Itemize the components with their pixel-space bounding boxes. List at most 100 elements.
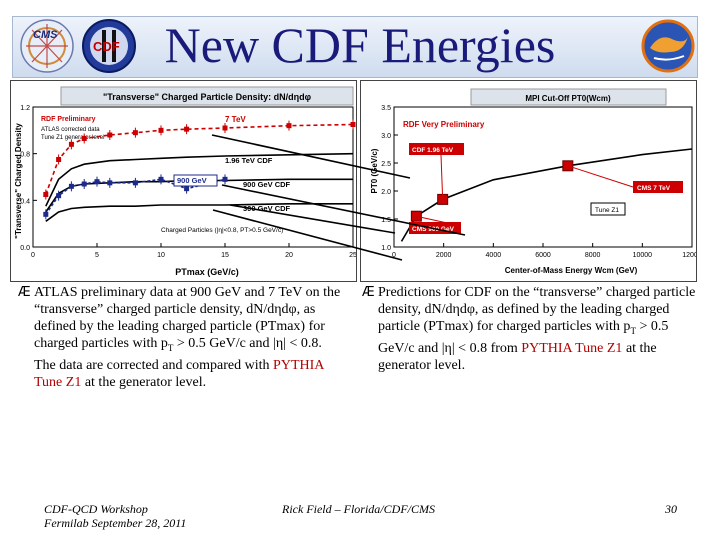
right-ytick-label: 2.0 xyxy=(381,189,391,196)
bullet-left: Æ ATLAS preliminary data at 900 GeV and … xyxy=(18,284,343,391)
bullet-left-marker: Æ xyxy=(18,285,31,300)
left-xtick-label: 0 xyxy=(31,252,35,259)
left-xtick-label: 10 xyxy=(157,252,165,259)
right-xtick-label: 12000 xyxy=(682,252,696,259)
left-ytick-label: 0.0 xyxy=(20,245,30,252)
right-ytick-label: 1.5 xyxy=(381,217,391,224)
label-cms-900: CMS 900 GeV xyxy=(412,226,455,233)
left-point-0-7 xyxy=(184,126,190,132)
arrow-196-to-cdf xyxy=(211,134,411,179)
series-label-900gev: 900 GeV xyxy=(177,176,207,185)
right-chart: MPI Cut-Off PT0(Wcm) PT0 (GeV/c) Center-… xyxy=(370,88,702,275)
left-ytick-label: 1.2 xyxy=(20,105,30,112)
right-ytick-label: 2.5 xyxy=(381,161,391,168)
bullet-right-sub: T xyxy=(630,325,636,336)
right-chart-title-box xyxy=(470,88,667,106)
label-tune-z1: Tune Z1 xyxy=(595,207,619,214)
left-series-line-1 xyxy=(45,152,354,207)
series-label-900gev-box xyxy=(173,174,218,187)
left-ytick-label: 0.8 xyxy=(20,152,30,159)
left-series-line-3 xyxy=(45,203,353,222)
right-xtick-label: 4000 xyxy=(486,252,502,259)
footer-date: Fermilab September 28, 2011 xyxy=(44,516,187,530)
svg-text:CMS: CMS xyxy=(33,29,58,41)
series-label-7tev: 7 TeV xyxy=(225,115,246,124)
left-xtick-label: 20 xyxy=(285,252,293,259)
footer-page-number: 30 xyxy=(665,502,677,516)
left-point-4-0 xyxy=(43,211,49,217)
right-leader-cms7 xyxy=(567,165,634,188)
left-note-atlas: ATLAS corrected data xyxy=(41,127,100,133)
bullet-left-text3: at the generator level. xyxy=(81,374,207,390)
right-xtick-label: 0 xyxy=(392,252,396,259)
arrow-300-to-point xyxy=(229,204,396,234)
cdf-logo: CDF xyxy=(82,19,136,73)
bullet-left-text2: > 0.5 GeV/c and |η| < 0.8. The data are … xyxy=(34,336,322,373)
footer-workshop: CDF-QCD Workshop xyxy=(44,502,148,516)
svg-text:CDF: CDF xyxy=(93,39,120,54)
left-xtick-label: 15 xyxy=(221,252,229,259)
right-chart-title: MPI Cut-Off PT0(Wcm) xyxy=(525,94,611,103)
left-chart: "Transverse" Charged Particle Density: d… xyxy=(14,86,357,277)
left-point-4-4 xyxy=(94,179,100,185)
left-cut-label: Charged Particles (|η|<0.8, PT>0.5 GeV/c… xyxy=(161,227,283,234)
right-chart-panel: MPI Cut-Off PT0(Wcm) PT0 (GeV/c) Center-… xyxy=(360,80,702,282)
right-xtick-label: 6000 xyxy=(535,252,551,259)
label-cdf-196-box xyxy=(409,143,464,155)
label-cdf-196: CDF 1.96 TeV xyxy=(412,147,454,154)
right-ytick-label: 1.0 xyxy=(381,245,391,252)
left-point-0-9 xyxy=(286,123,292,129)
right-xtick-label: 2000 xyxy=(436,252,452,259)
left-xlabel: PTmax (GeV/c) xyxy=(175,267,239,277)
left-note-preliminary: RDF Preliminary xyxy=(41,116,96,123)
left-point-0-2 xyxy=(68,141,74,147)
label-cms-7tev-box xyxy=(633,181,683,193)
left-ytick-label: 0.4 xyxy=(20,198,30,205)
label-tune-z1-box xyxy=(590,202,626,216)
left-point-0-3 xyxy=(81,136,87,141)
left-point-0-10 xyxy=(350,122,356,127)
left-point-4-7 xyxy=(158,176,164,182)
bullet-right-text2: > 0.5 GeV/c and |η| < 0.8 from xyxy=(378,319,669,356)
left-note-tune: Tune Z1 generator level xyxy=(41,135,104,141)
left-point-0-4 xyxy=(107,132,113,138)
left-point-4-3 xyxy=(81,181,87,187)
right-xlabel: Center-of-Mass Energy Wcm (GeV) xyxy=(505,266,638,275)
arrow-900-to-point xyxy=(221,184,466,236)
right-ytick-label: 3.5 xyxy=(381,105,391,112)
bullet-right: Æ Predictions for CDF on the “transverse… xyxy=(362,284,698,374)
left-point-4-5 xyxy=(107,180,113,186)
left-point-0-0 xyxy=(43,192,49,197)
right-note: RDF Very Preliminary xyxy=(403,120,485,129)
left-point-0-5 xyxy=(132,130,138,136)
right-ytick-label: 3.0 xyxy=(381,133,391,140)
right-xtick-label: 8000 xyxy=(585,252,601,259)
series-label-196-cdf: 1.96 TeV CDF xyxy=(225,156,273,165)
right-leader-cdf xyxy=(440,154,444,200)
left-point-0-8 xyxy=(222,125,228,131)
left-ylabel: "Transverse" Charged Density xyxy=(14,123,23,239)
left-point-4-8 xyxy=(184,186,190,192)
bullet-right-highlight: PYTHIA Tune Z1 xyxy=(521,340,623,356)
label-cms-7tev: CMS 7 TeV xyxy=(637,185,671,192)
left-point-4-2 xyxy=(68,183,74,189)
footer-author: Rick Field – Florida/CDF/CMS xyxy=(282,502,435,516)
arrow-cdf-low xyxy=(212,209,403,261)
bullet-right-text1: Predictions for CDF on the “transverse” … xyxy=(378,285,696,334)
right-xtick-label: 10000 xyxy=(633,252,653,259)
series-label-900-cdf: 900 GeV CDF xyxy=(243,180,291,189)
left-xtick-label: 5 xyxy=(95,252,99,259)
cms-logo: CMS xyxy=(20,19,74,73)
left-chart-title: "Transverse" Charged Particle Density: d… xyxy=(103,92,312,102)
right-point-2 xyxy=(562,160,574,172)
slide-title: New CDF Energies xyxy=(164,17,556,73)
bullet-right-marker: Æ xyxy=(362,285,375,300)
left-xtick-label: 25 xyxy=(349,252,356,259)
bullet-left-text1: ATLAS preliminary data at 900 GeV and 7 … xyxy=(34,285,341,351)
left-chart-panel: "Transverse" Charged Particle Density: d… xyxy=(10,80,357,282)
left-point-4-9 xyxy=(222,176,228,182)
connector-arrows xyxy=(211,134,466,261)
left-point-0-1 xyxy=(56,157,62,162)
bullet-right-text3: at the generator level. xyxy=(378,340,657,373)
left-point-0-6 xyxy=(158,127,164,133)
